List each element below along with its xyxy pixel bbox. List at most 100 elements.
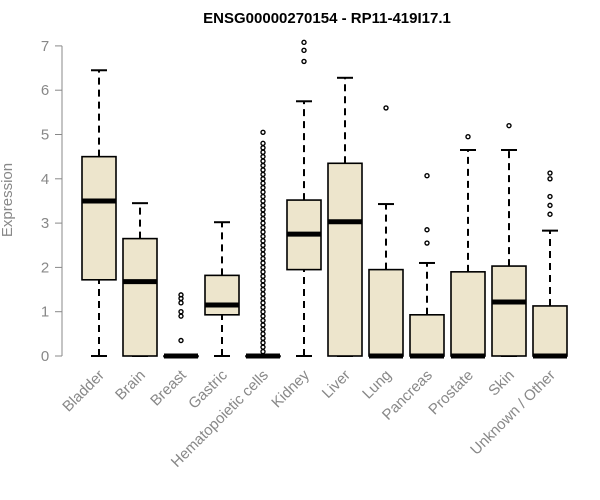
outlier-point — [260, 335, 266, 341]
box-rect — [204, 274, 240, 316]
outlier-point — [260, 140, 266, 147]
box-2 — [163, 292, 199, 359]
x-tick-label: Skin — [485, 367, 518, 400]
outlier-point — [260, 304, 266, 310]
outlier-point — [260, 340, 266, 346]
outlier-point — [260, 207, 266, 213]
outlier-point — [424, 240, 430, 246]
outlier-point — [260, 184, 266, 191]
box-9 — [450, 134, 486, 359]
outlier-point — [260, 260, 266, 266]
outlier-point — [260, 300, 266, 306]
outlier-point — [260, 269, 266, 275]
box-0 — [81, 69, 117, 357]
box-8 — [409, 172, 445, 359]
outlier-point — [260, 202, 266, 209]
x-tick-label: Breast — [147, 366, 190, 409]
outlier-point — [260, 286, 266, 293]
outlier-point — [178, 337, 184, 344]
y-tick-label: 2 — [41, 259, 49, 276]
outlier-point — [547, 202, 553, 209]
box-1 — [122, 202, 158, 357]
y-tick-label: 5 — [41, 127, 49, 144]
outlier-point — [260, 171, 266, 178]
box-rect — [368, 268, 404, 357]
box-rect — [122, 237, 158, 357]
outlier-point — [260, 162, 266, 169]
outlier-point — [547, 176, 553, 182]
x-tick-label: Liver — [319, 367, 354, 402]
outlier-point — [260, 158, 266, 164]
outlier-point — [260, 282, 266, 288]
outlier-point — [260, 277, 266, 284]
outlier-point — [178, 300, 184, 306]
boxes — [81, 39, 568, 359]
outlier-point — [260, 295, 266, 302]
y-tick-label: 7 — [41, 38, 49, 55]
outlier-point — [506, 122, 512, 129]
outlier-point — [260, 167, 266, 173]
outlier-point — [260, 291, 266, 297]
chart-title: ENSG00000270154 - RP11-419I17.1 — [203, 10, 451, 27]
box-7 — [368, 105, 404, 359]
outlier-point — [260, 264, 266, 271]
outlier-point — [260, 246, 266, 253]
outlier-point — [424, 172, 430, 179]
outlier-point — [178, 309, 184, 315]
x-tick-label: Kidney — [268, 366, 313, 411]
outlier-point — [260, 215, 266, 222]
x-tick-label: Brain — [112, 367, 149, 404]
outlier-point — [260, 326, 266, 333]
outlier-point — [260, 348, 266, 355]
outlier-point — [260, 313, 266, 319]
outlier-point — [178, 292, 184, 298]
y-tick-label: 3 — [41, 215, 49, 232]
outlier-point — [301, 47, 307, 54]
box-11 — [532, 170, 568, 359]
outlier-point — [260, 344, 266, 350]
outlier-point — [260, 129, 266, 135]
box-rect — [409, 314, 445, 357]
y-axis: 0 1 2 3 4 5 6 7 — [41, 38, 63, 365]
outlier-point — [547, 211, 553, 217]
outlier-point — [260, 180, 266, 186]
outlier-point — [260, 233, 266, 240]
outlier-point — [260, 211, 266, 217]
y-axis-label: Expression — [0, 163, 16, 237]
outlier-point — [260, 176, 266, 182]
outlier-point — [260, 198, 266, 204]
outlier-point — [424, 227, 430, 233]
y-tick-label: 6 — [41, 82, 49, 99]
box-3 — [204, 221, 240, 357]
box-rect — [450, 271, 486, 357]
outlier-point — [260, 317, 266, 324]
outlier-point — [178, 313, 184, 319]
outlier-point — [260, 224, 266, 231]
outlier-point — [260, 149, 266, 155]
x-tick-label: Lung — [359, 367, 395, 403]
box-rect — [491, 265, 527, 357]
outlier-point — [260, 145, 266, 151]
box-4 — [245, 129, 281, 359]
outlier-point — [547, 193, 553, 200]
outlier-point — [260, 255, 266, 262]
box-6 — [327, 76, 363, 357]
outlier-point — [260, 238, 266, 244]
outlier-point — [260, 309, 266, 315]
x-tick-label: Bladder — [59, 367, 108, 416]
outlier-point — [260, 229, 266, 235]
box-rect — [532, 305, 568, 357]
box-5 — [286, 39, 322, 357]
outlier-point — [465, 134, 471, 140]
outlier-point — [301, 58, 307, 65]
outlier-point — [260, 322, 266, 328]
outlier-point — [260, 193, 266, 200]
outlier-point — [383, 105, 389, 111]
outlier-point — [260, 251, 266, 257]
outlier-point — [260, 242, 266, 248]
outlier-point — [260, 153, 266, 160]
box-rect — [327, 162, 363, 357]
box-10 — [491, 122, 527, 357]
